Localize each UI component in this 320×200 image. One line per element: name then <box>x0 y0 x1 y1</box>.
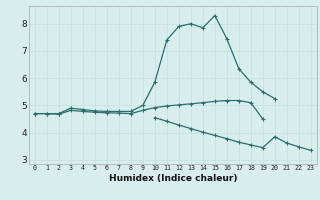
X-axis label: Humidex (Indice chaleur): Humidex (Indice chaleur) <box>108 174 237 183</box>
